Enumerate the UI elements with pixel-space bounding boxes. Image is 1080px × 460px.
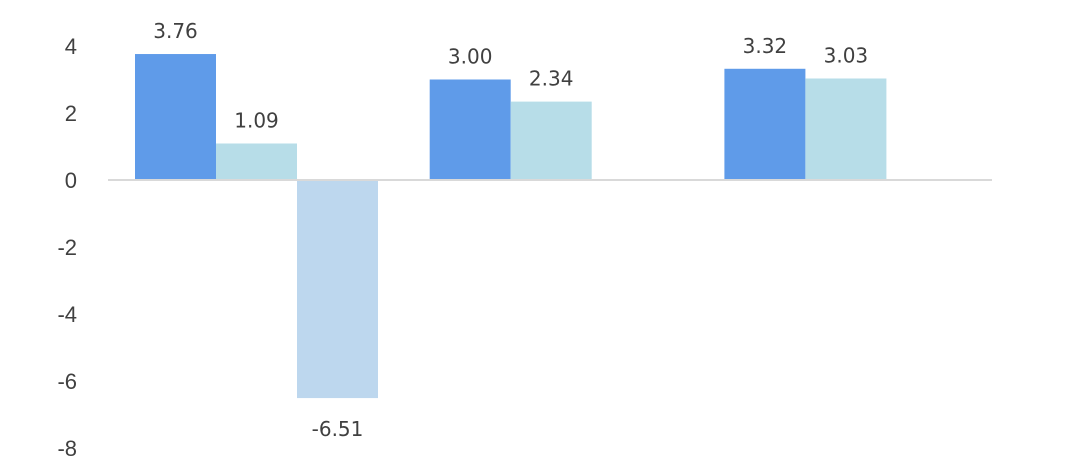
bar-value-label: 3.00 xyxy=(448,45,493,69)
bar-value-label: 3.32 xyxy=(743,34,788,58)
bar xyxy=(510,101,592,180)
bar xyxy=(297,180,378,399)
bar xyxy=(135,54,216,180)
bar-value-label: 1.09 xyxy=(234,108,279,132)
y-tick-label: 2 xyxy=(65,101,77,126)
bar xyxy=(216,143,297,180)
y-tick-label: -4 xyxy=(57,302,77,327)
bar xyxy=(805,78,887,180)
bar-value-label: 3.76 xyxy=(153,19,198,43)
y-axis-tick-labels: 4 2 0 -2 -4 -6 -8 xyxy=(57,34,77,460)
y-tick-label: -6 xyxy=(57,369,77,394)
bar-value-label: -6.51 xyxy=(312,417,364,441)
bar xyxy=(724,68,806,180)
data-labels-group: 3.76 1.09 -6.51 3.00 2.34 3.32 3.03 xyxy=(153,19,868,441)
bar xyxy=(429,79,511,180)
bars-group xyxy=(135,54,887,399)
bar-value-label: 3.03 xyxy=(824,43,869,67)
y-tick-label: -8 xyxy=(57,436,77,460)
bar-value-label: 2.34 xyxy=(529,67,574,91)
y-tick-label: 4 xyxy=(65,34,77,59)
y-tick-label: -2 xyxy=(57,235,77,260)
y-tick-label: 0 xyxy=(65,168,77,193)
